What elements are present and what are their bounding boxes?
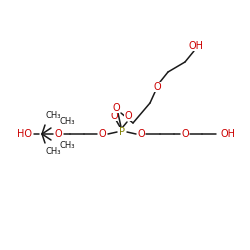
Text: O: O bbox=[124, 111, 132, 121]
Text: HO: HO bbox=[16, 129, 32, 139]
Text: O: O bbox=[98, 129, 106, 139]
Text: O: O bbox=[110, 111, 118, 121]
Text: OH: OH bbox=[188, 41, 204, 51]
Text: CH₃: CH₃ bbox=[60, 118, 76, 126]
Text: O: O bbox=[54, 129, 62, 139]
Text: OH: OH bbox=[220, 129, 236, 139]
Text: CH₃: CH₃ bbox=[60, 142, 76, 150]
Text: CH₃: CH₃ bbox=[46, 148, 62, 156]
Text: O: O bbox=[181, 129, 189, 139]
Text: P: P bbox=[119, 127, 125, 137]
Text: CH₃: CH₃ bbox=[46, 112, 62, 120]
Text: O: O bbox=[153, 82, 161, 92]
Text: O: O bbox=[137, 129, 145, 139]
Text: O: O bbox=[112, 103, 120, 113]
